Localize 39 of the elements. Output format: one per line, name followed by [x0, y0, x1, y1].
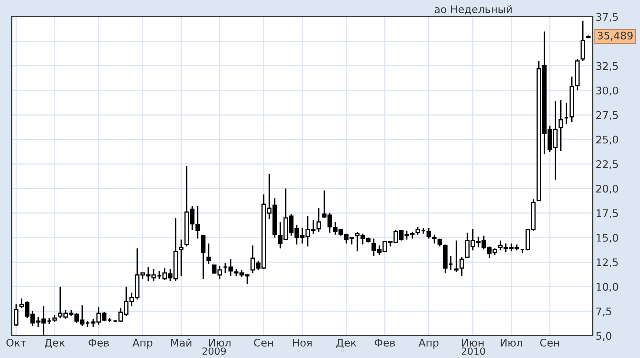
x-tick-label: Дек — [336, 339, 357, 348]
x-tick-label: Май — [171, 338, 192, 347]
x-tick-label: Ноя — [293, 339, 312, 347]
candlestick — [580, 20, 586, 62]
candlestick — [196, 206, 200, 240]
y-tick-label: 30,0 — [596, 86, 618, 96]
y-tick-label: 17,5 — [596, 210, 618, 218]
candlestick — [201, 234, 206, 280]
y-tick-label: 15,0 — [596, 234, 618, 244]
candlestick — [558, 100, 564, 152]
x-tick-label: Окт — [6, 338, 26, 347]
candlestick — [206, 243, 212, 265]
annotation: 35,489 — [598, 32, 633, 41]
y-tick-label: 27,5 — [596, 111, 618, 120]
text: 2010 — [462, 348, 486, 356]
y-tick-label: 12,5 — [596, 258, 618, 268]
y-tick-label: 25,0 — [596, 136, 618, 145]
y-tick-label: 5,0 — [596, 332, 612, 342]
x-tick-label: Фев — [88, 339, 110, 347]
x-tick-label: Дек — [45, 339, 65, 348]
chart-title: ао Недельный — [434, 5, 512, 15]
candlestick — [179, 239, 184, 277]
candlestick — [316, 208, 322, 233]
y-tick-label: 20,0 — [596, 184, 618, 194]
x-tick-label: Фев — [374, 339, 396, 347]
y-tick-label: 22,5 — [596, 160, 618, 170]
x-tick-label: Июл — [209, 339, 231, 347]
y-tick-label: 10,0 — [596, 283, 618, 292]
x-tick-label: Апр — [132, 339, 153, 349]
x-tick-label: Сен — [540, 338, 560, 347]
x-tick-label: Июн — [462, 339, 484, 347]
y-tick-label: 7,5 — [596, 308, 612, 317]
y-tick-label: 32,5 — [596, 62, 618, 72]
candlestick — [426, 227, 432, 240]
y-tick-label: 37,5 — [596, 13, 618, 22]
x-tick-label: Апр — [418, 339, 439, 349]
x-tick-label: Сен — [254, 338, 274, 347]
text: 2009 — [202, 348, 226, 356]
x-tick-label: Июл — [500, 339, 522, 347]
